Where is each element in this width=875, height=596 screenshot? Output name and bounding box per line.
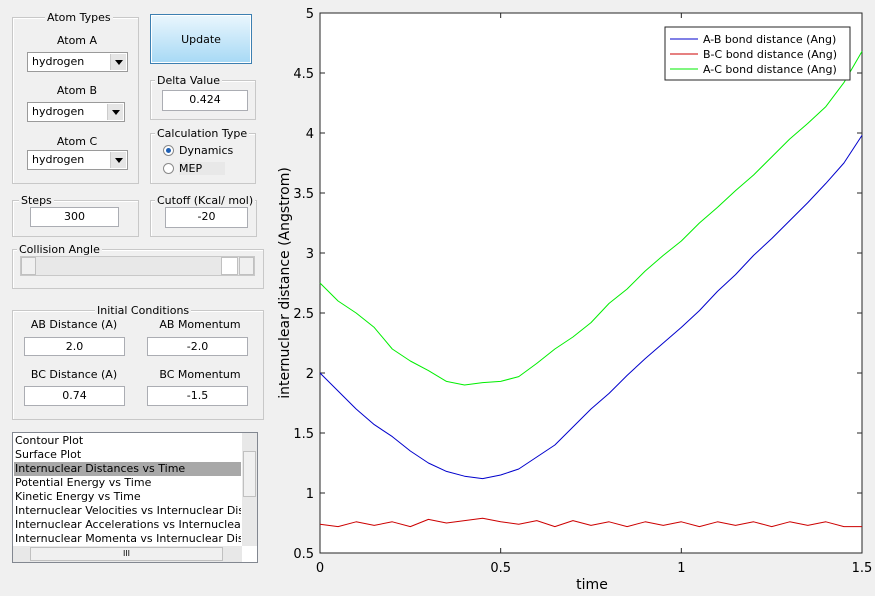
bc-momentum-input[interactable]: -1.5 (147, 386, 248, 406)
list-item[interactable]: Internuclear Accelerations vs Internucle… (15, 518, 241, 531)
group-title: Collision Angle (17, 243, 102, 256)
y-tick-label: 0.5 (293, 547, 314, 562)
update-button[interactable]: Update (150, 14, 252, 64)
y-tick-label: 1.5 (293, 427, 314, 442)
x-tick-label: 1.5 (852, 561, 873, 576)
dropdown-arrow (107, 104, 123, 120)
delta-group: Delta Value (150, 74, 256, 120)
y-tick-label: 4 (306, 127, 314, 142)
steps-input[interactable]: 300 (30, 207, 119, 227)
dropdown-value: hydrogen (32, 105, 85, 118)
dropdown[interactable]: hydrogen (27, 102, 125, 122)
x-axis-label: time (576, 577, 608, 593)
button-label: Update (181, 32, 221, 46)
x-tick-label: 0.5 (490, 561, 511, 576)
legend-label: B-C bond distance (Ang) (703, 48, 837, 61)
x-tick-label: 1 (677, 561, 685, 576)
atom-types-group: Atom Types (12, 11, 139, 184)
cutoff-group: Cutoff (Kcal/ mol) (150, 194, 257, 237)
slider-thumb[interactable] (221, 257, 238, 275)
legend-label: A-B bond distance (Ang) (703, 33, 836, 46)
steps-group: Steps (12, 194, 139, 237)
y-tick-label: 4.5 (293, 67, 314, 82)
group-title: Atom Types (45, 11, 113, 24)
slider[interactable] (20, 256, 255, 276)
group-title: Steps (19, 194, 54, 207)
cutoff-input[interactable]: -20 (165, 207, 248, 228)
calc-type-group: Calculation Type (150, 127, 256, 184)
y-tick-label: 5 (306, 7, 314, 22)
list-item[interactable]: Surface Plot (15, 448, 82, 461)
y-axis-label: internuclear distance (Angstrom) (277, 167, 293, 399)
list-item[interactable]: Internuclear Velocities vs Internuclear … (15, 504, 241, 517)
y-tick-label: 1 (306, 487, 314, 502)
radio-button[interactable] (163, 145, 174, 156)
dropdown-value: hydrogen (32, 55, 85, 68)
label: Atom C (56, 135, 98, 148)
list-item[interactable]: Contour Plot (15, 434, 84, 447)
dropdown[interactable]: hydrogen (27, 150, 128, 170)
legend-label: A-C bond distance (Ang) (703, 63, 837, 76)
plot-area (319, 12, 863, 554)
group-title: Calculation Type (155, 127, 250, 140)
label: Atom B (56, 84, 98, 97)
group-title: Initial Conditions (95, 304, 192, 317)
list-item[interactable]: Internuclear Distances vs Time (14, 462, 241, 476)
bc-distance-input[interactable]: 0.74 (24, 386, 125, 406)
dropdown-value: hydrogen (32, 153, 85, 166)
radio-label: MEP (179, 162, 225, 175)
ab-distance-input[interactable]: 2.0 (24, 337, 125, 356)
h-scroll-thumb[interactable]: III (30, 547, 223, 561)
dropdown-arrow (110, 54, 126, 70)
data-line (319, 135, 863, 480)
grip: III (122, 549, 131, 558)
list-item[interactable]: Potential Energy vs Time (15, 476, 152, 489)
y-tick-label: 2.5 (293, 307, 314, 322)
slider-left[interactable] (21, 257, 36, 275)
data-line (319, 517, 862, 528)
list-item[interactable]: Kinetic Energy vs Time (15, 490, 141, 503)
y-tick-label: 3.5 (293, 187, 314, 202)
data-line (319, 51, 863, 386)
x-tick-label: 0 (316, 561, 324, 576)
initial-conditions-group: Initial Conditions (12, 304, 264, 420)
slider-right[interactable] (239, 257, 254, 275)
label: BC Distance (A) (30, 368, 118, 381)
label: Atom A (56, 34, 98, 47)
group-title: Cutoff (Kcal/ mol) (155, 194, 256, 207)
ab-momentum-input[interactable]: -2.0 (147, 337, 248, 356)
radio-label: Dynamics (179, 144, 234, 157)
plot-listbox[interactable]: Internuclear Momenta vs Internuclear Dis… (12, 432, 258, 563)
delta-input[interactable]: 0.424 (162, 90, 248, 111)
group-title: Delta Value (155, 74, 223, 87)
collision-group: Collision Angle (12, 243, 264, 289)
label: AB Momentum (159, 318, 241, 331)
label: BC Momentum (159, 368, 241, 381)
dropdown[interactable]: hydrogen (27, 52, 128, 72)
radio-button[interactable] (163, 163, 174, 174)
dropdown-arrow (110, 152, 126, 168)
h-scrollbar[interactable]: III (13, 546, 242, 562)
v-scroll-thumb[interactable] (243, 451, 256, 497)
v-scrollbar[interactable] (242, 433, 257, 546)
list-item[interactable]: Internuclear Momenta vs Internuclear Dis… (15, 532, 241, 545)
y-tick-label: 3 (306, 247, 314, 262)
label: AB Distance (A) (30, 318, 118, 331)
y-tick-label: 2 (306, 367, 314, 382)
